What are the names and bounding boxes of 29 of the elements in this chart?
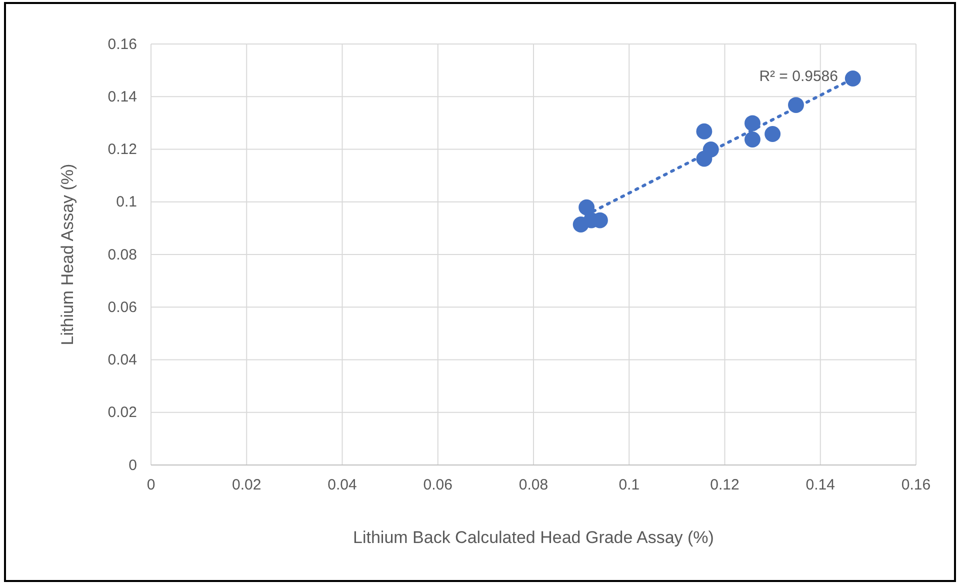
annotation: R² = 0.9586 — [759, 68, 838, 85]
x-tick-label: 0.04 — [328, 476, 357, 494]
point — [578, 199, 595, 216]
x-tick-label: 0 — [146, 476, 156, 494]
x-tick-label: 0.1 — [618, 476, 640, 494]
point — [788, 97, 804, 114]
x-tick-label: 0.02 — [232, 476, 262, 494]
y-axis-title: Lithium Head Assay (%) — [58, 164, 77, 346]
y-tick-label: 0 — [128, 456, 137, 474]
y-tick-label: 0.12 — [108, 141, 137, 158]
x-tick-label: 0.06 — [423, 476, 452, 494]
y-tick-label: 0.06 — [108, 298, 137, 316]
y-tick-label: 0.02 — [108, 404, 137, 422]
x-tick-label: 0.08 — [518, 476, 548, 494]
point — [696, 123, 712, 140]
y-tick-label: 0.08 — [108, 246, 137, 264]
x-tick-label: 0.16 — [901, 476, 931, 494]
x-tick-label: 0.14 — [806, 476, 835, 494]
point — [744, 132, 760, 148]
y-tick-label: 0.16 — [108, 36, 137, 53]
point — [764, 126, 781, 142]
x-tick-label: 0.12 — [710, 476, 740, 494]
y-tick-label: 0.04 — [108, 352, 137, 369]
y-tick-label: 0.1 — [116, 194, 137, 211]
point — [844, 70, 861, 86]
point — [744, 115, 760, 132]
x-axis-title: Lithium Back Calculated Head Grade Assay (%) — [353, 528, 714, 547]
point — [696, 150, 712, 167]
y-tick-label: 0.14 — [108, 88, 137, 106]
